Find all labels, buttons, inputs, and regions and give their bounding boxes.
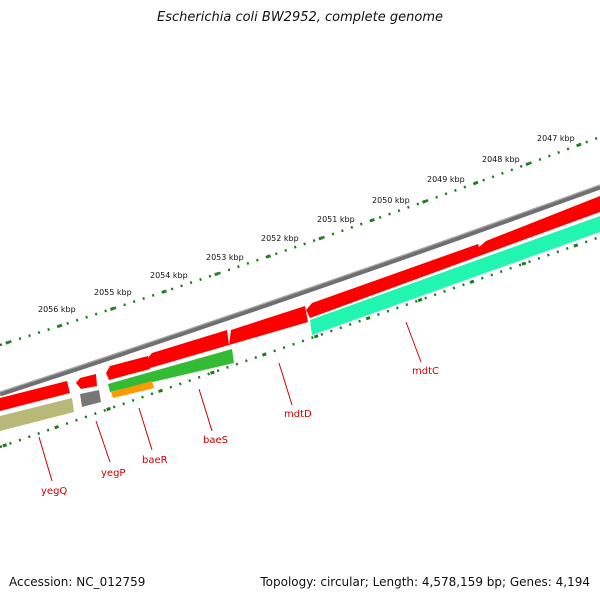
gene-forward-b[interactable] — [146, 330, 229, 368]
genome-summary-label: Topology: circular; Length: 4,578,159 bp… — [260, 575, 590, 589]
callout-yegP — [95, 420, 111, 463]
gene-forward-d[interactable] — [76, 374, 97, 389]
callout-mdtD — [278, 362, 293, 406]
callout-baeR — [138, 407, 153, 451]
gene-forward-c[interactable] — [106, 356, 150, 380]
gene-mdtC-bar[interactable] — [310, 216, 600, 335]
kbp-label-2054: 2054 kbp — [150, 271, 188, 280]
gene-forward-left[interactable] — [0, 381, 70, 411]
gene-label-baeR[interactable]: baeR — [142, 455, 168, 466]
gene-forward-a[interactable] — [229, 306, 308, 345]
gene-callout-lines — [38, 321, 422, 482]
gene-forward-right[interactable] — [478, 196, 600, 255]
gene-label-mdtD[interactable]: mdtD — [284, 409, 312, 420]
callout-mdtC — [405, 321, 422, 363]
gene-label-yegQ[interactable]: yegQ — [41, 486, 67, 497]
gene-yegP-bar[interactable] — [80, 390, 101, 407]
gene-baeS-bar[interactable] — [108, 349, 234, 392]
gene-label-yegP[interactable]: yegP — [101, 468, 125, 479]
gene-label-baeS[interactable]: baeS — [203, 435, 228, 446]
kbp-label-2048: 2048 kbp — [482, 155, 520, 164]
gene-yegQ-bar[interactable] — [0, 398, 74, 431]
gene-baeR-bar[interactable] — [111, 381, 154, 398]
genome-backbone-highlight — [0, 184, 600, 393]
genome-backbone — [0, 184, 600, 397]
reverse-strand-genes — [0, 216, 600, 431]
forward-strand-genes — [0, 196, 600, 411]
gene-forward-mid[interactable] — [306, 244, 482, 318]
callout-baeS — [198, 388, 213, 432]
kbp-label-2052: 2052 kbp — [261, 234, 299, 243]
kbp-scale-labels: 2047 kbp 2048 kbp 2049 kbp 2050 kbp 2051… — [38, 134, 575, 314]
kbp-label-2049: 2049 kbp — [427, 175, 465, 184]
kbp-label-2056: 2056 kbp — [38, 305, 76, 314]
gene-labels: mdtC mdtD baeS baeR yegP yegQ — [41, 366, 439, 497]
kbp-label-2055: 2055 kbp — [94, 288, 132, 297]
kbp-label-2051: 2051 kbp — [317, 215, 355, 224]
gene-label-mdtC[interactable]: mdtC — [412, 366, 439, 377]
accession-label: Accession: NC_012759 — [9, 575, 146, 589]
kbp-label-2047: 2047 kbp — [537, 134, 575, 143]
kbp-label-2050: 2050 kbp — [372, 196, 410, 205]
kbp-label-2053: 2053 kbp — [206, 253, 244, 262]
callout-yegQ — [38, 436, 53, 482]
page-title: Escherichia coli BW2952, complete genome — [157, 10, 443, 25]
